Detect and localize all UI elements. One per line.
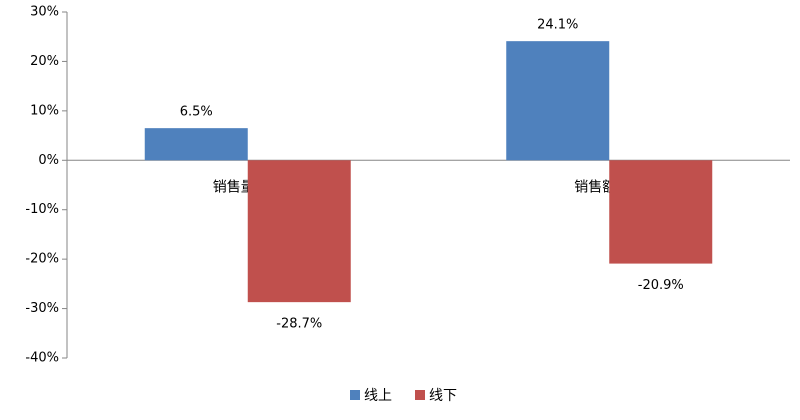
- bar: [144, 128, 248, 161]
- y-tick-label: -40%: [25, 351, 59, 366]
- data-label: 6.5%: [180, 105, 213, 120]
- legend-label: 线下: [429, 388, 457, 404]
- bar: [609, 160, 713, 264]
- y-tick-label: -30%: [25, 301, 59, 316]
- y-tick-label: 30%: [30, 5, 59, 20]
- bar: [506, 41, 610, 161]
- bar: [247, 160, 351, 303]
- legend-swatch: [415, 390, 425, 400]
- y-tick-label: 0%: [38, 153, 59, 168]
- data-label: -20.9%: [638, 278, 684, 293]
- data-label: -28.7%: [276, 317, 322, 332]
- y-tick-label: -20%: [25, 252, 59, 267]
- y-tick-label: 20%: [30, 54, 59, 69]
- y-tick-label: 10%: [30, 103, 59, 118]
- legend-label: 线上: [364, 388, 392, 404]
- data-label: 24.1%: [537, 18, 578, 33]
- y-tick-label: -10%: [25, 202, 59, 217]
- legend-swatch: [350, 390, 360, 400]
